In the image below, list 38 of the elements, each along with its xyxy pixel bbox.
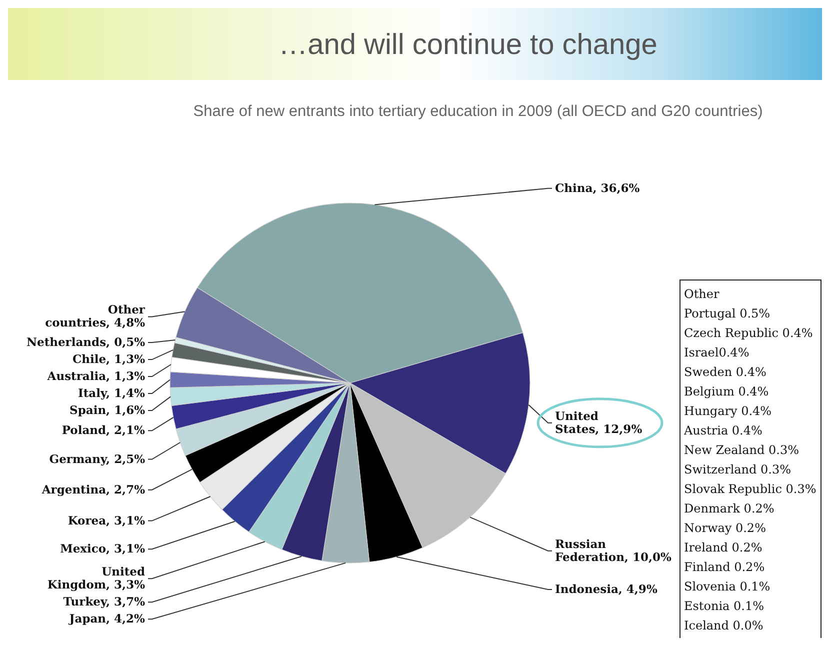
text: Sweden 0.4% [684,365,766,379]
text: Portugal 0.5% [684,306,770,320]
text: New Zealand 0.3% [684,443,799,457]
slice-label: Argentina, 2,7% [40,482,146,496]
slice-label: United Kingdom, 3,3% [47,564,146,592]
text: Finland 0.2% [684,560,765,574]
chart-title: …and will continue to change [278,29,658,61]
text: Slovenia 0.1% [684,580,770,594]
text: Austria 0.4% [683,424,762,438]
slice-label: Indonesia, 4,9% [555,582,658,596]
text: Other [684,287,720,301]
text: Belgium 0.4% [684,384,769,398]
chart-subtitle: Share of new entrants into tertiary education in 2009 (all OECD and G20 countries) [193,103,763,120]
slice-label: United States, 12,9% [555,408,642,436]
text: Slovak Republic 0.3% [684,482,816,496]
slice-label: Korea, 3,1% [68,513,146,528]
slice-label: Australia, 1,3% [46,369,146,384]
text: Switzerland 0.3% [684,462,792,476]
text: Estonia 0.1% [684,599,764,613]
slice-label: Spain, 1,6% [70,403,146,418]
slice-label: China, 36,6% [555,180,640,195]
text: Czech Republic 0.4% [684,326,813,340]
text: Iceland 0.0% [684,618,764,632]
slice-label: Poland, 2,1% [62,423,146,438]
slice-label: Other countries, 4,8% [45,302,146,330]
text: Hungary 0.4% [684,404,772,418]
text: Denmark 0.2% [684,502,774,516]
text: Ireland 0.2% [684,540,762,554]
text: Israel0.4% [684,346,750,360]
slice-label: Chile, 1,3% [72,352,146,366]
slice-label: Netherlands, 0,5% [26,335,146,350]
slice-label: Germany, 2,5% [49,452,146,466]
slice-label: Russian Federation, 10,0% [555,536,672,564]
slice-label: Mexico, 3,1% [60,542,146,556]
slice-label: Japan, 4,2% [68,612,146,626]
slice-label: Turkey, 3,7% [63,594,146,609]
slice-label: Italy, 1,4% [78,386,146,400]
text: Norway 0.2% [684,521,766,535]
